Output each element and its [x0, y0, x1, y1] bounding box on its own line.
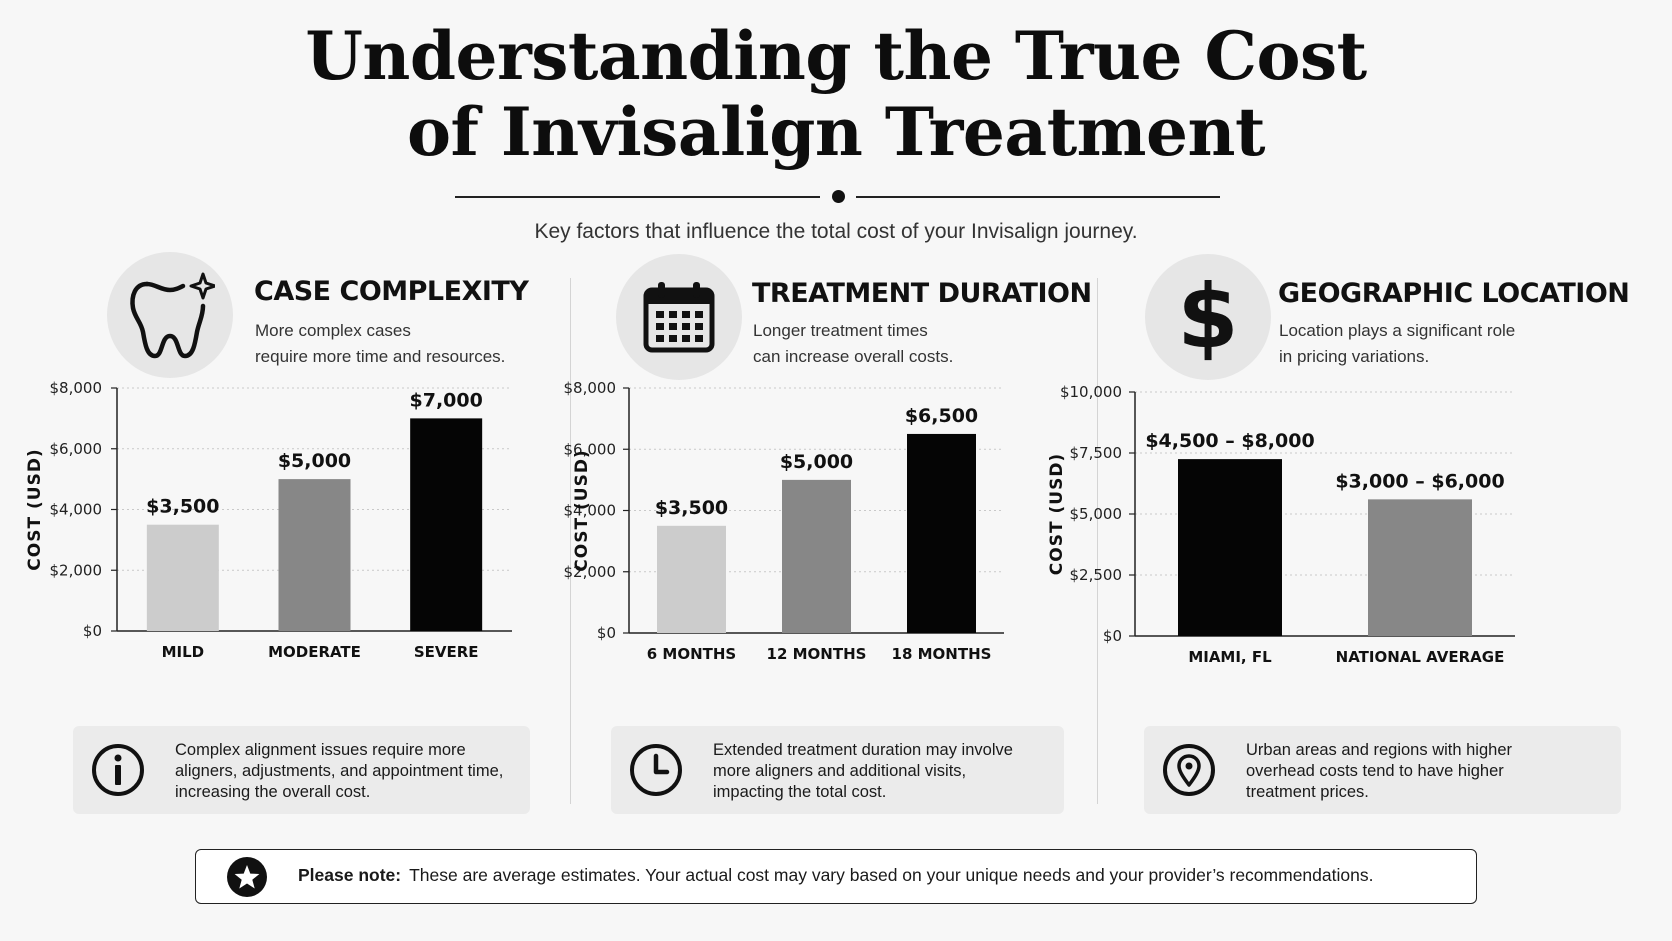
bar — [657, 525, 726, 633]
bar-value-label: $7,000 — [410, 389, 483, 411]
x-tick-label: SEVERE — [414, 643, 479, 661]
info-text-line: Extended treatment duration may involve — [713, 741, 1013, 759]
column-separator — [570, 278, 571, 804]
x-tick-label: NATIONAL AVERAGE — [1336, 648, 1505, 666]
bar — [278, 479, 351, 631]
panel-description-line: require more time and resources. — [255, 347, 506, 366]
bar — [410, 418, 483, 631]
x-tick-label: MIAMI, FL — [1188, 648, 1272, 666]
panel-heading: TREATMENT DURATION — [752, 278, 1092, 309]
x-tick-label: MILD — [162, 643, 205, 661]
geographic-location-chart: $0 $2,500 $5,000 $7,500 $10,000 COST (USD) $4,… — [1047, 383, 1515, 666]
dollar-icon: $ — [1145, 254, 1271, 380]
title-line-1: Understanding the True Cost — [305, 17, 1367, 95]
info-text-line: increasing the overall cost. — [175, 783, 371, 801]
panel-description-line: can increase overall costs. — [753, 347, 954, 366]
panel-description-line: Location plays a significant role — [1279, 321, 1516, 340]
y-tick-label: $0 — [83, 622, 102, 640]
title-line-2: of Invisalign Treatment — [407, 93, 1265, 171]
x-tick-label: 18 MONTHS — [892, 645, 992, 663]
y-tick-label: $4,000 — [564, 502, 617, 520]
calendar-icon — [616, 254, 742, 380]
panel-heading: CASE COMPLEXITY — [254, 276, 529, 307]
bar — [782, 479, 851, 633]
page-subtitle: Key factors that influence the total cos… — [534, 220, 1138, 243]
title-divider-left — [455, 196, 820, 198]
info-text-line: aligners, adjustments, and appointment t… — [175, 762, 504, 780]
y-tick-label: $8,000 — [50, 379, 103, 397]
bar — [146, 524, 219, 631]
column-separator — [1097, 278, 1098, 804]
info-text-line: impacting the total cost. — [713, 783, 887, 801]
y-tick-label: $6,000 — [50, 440, 103, 458]
info-text-line: Urban areas and regions with higher — [1246, 741, 1512, 759]
y-axis-title: COST (USD) — [572, 449, 592, 571]
bar — [907, 433, 976, 633]
y-tick-label: $10,000 — [1060, 383, 1122, 401]
disclaimer-note: Please note: These are average estimates.… — [195, 849, 1477, 904]
info-box: Complex alignment issues require more al… — [73, 726, 530, 814]
info-text: Complex alignment issues require more al… — [175, 740, 525, 803]
bar-value-label: $6,500 — [905, 405, 978, 427]
treatment-duration-chart: $0 $2,000 $4,000 $6,000 $8,000 COST (USD) $3,5… — [564, 379, 1004, 663]
x-tick-label: MODERATE — [268, 643, 361, 661]
info-text-line: overhead costs tend to have higher — [1246, 762, 1504, 780]
bar-value-label: $4,500 – $8,000 — [1145, 430, 1314, 452]
page-title: Understanding the True Cost of Invisalig… — [0, 18, 1672, 170]
y-tick-label: $8,000 — [564, 379, 617, 397]
y-tick-label: $6,000 — [564, 440, 617, 458]
info-text: Urban areas and regions with higher over… — [1246, 740, 1596, 803]
x-tick-label: 6 MONTHS — [647, 645, 736, 663]
y-axis-title: COST (USD) — [25, 448, 45, 570]
case-complexity-chart: $0 $2,000 $4,000 $6,000 $8,000 COST (USD) $3,5… — [25, 379, 512, 661]
note-body: These are average estimates. Your actual… — [409, 865, 1374, 885]
y-tick-label: $4,000 — [50, 501, 103, 519]
title-divider-right — [856, 196, 1220, 198]
info-text-line: Complex alignment issues require more — [175, 741, 466, 759]
panel-description-line: More complex cases — [255, 321, 411, 340]
note-label: Please note: — [298, 865, 402, 885]
y-axis-title: COST (USD) — [1047, 453, 1067, 575]
info-box: Extended treatment duration may involve … — [611, 726, 1064, 814]
bar-value-label: $3,500 — [146, 496, 219, 518]
y-tick-label: $0 — [1103, 627, 1122, 645]
tooth-sparkle-icon — [107, 252, 233, 378]
y-tick-label: $2,000 — [50, 561, 103, 579]
panel-description: Location plays a significant role in pri… — [1279, 318, 1599, 370]
info-icon — [92, 744, 144, 796]
bar-value-label: $3,000 – $6,000 — [1335, 470, 1504, 492]
bar-value-label: $5,000 — [780, 451, 853, 473]
y-tick-label: $0 — [597, 624, 616, 642]
title-divider-dot — [832, 190, 845, 203]
panel-description: More complex cases require more time and… — [255, 318, 575, 370]
bar-value-label: $3,500 — [655, 497, 728, 519]
info-text-line: treatment prices. — [1246, 783, 1369, 801]
note-text: Please note: These are average estimates.… — [298, 865, 1373, 886]
location-pin-icon — [1163, 744, 1215, 796]
y-tick-label: $2,500 — [1070, 566, 1123, 584]
x-tick-label: 12 MONTHS — [767, 645, 867, 663]
clock-icon — [630, 744, 682, 796]
info-box: Urban areas and regions with higher over… — [1144, 726, 1621, 814]
panel-description-line: in pricing variations. — [1279, 347, 1430, 366]
info-text-line: more aligners and additional visits, — [713, 762, 967, 780]
panel-description-line: Longer treatment times — [753, 321, 928, 340]
y-tick-label: $2,000 — [564, 563, 617, 581]
y-tick-label: $5,000 — [1070, 505, 1123, 523]
bar — [1178, 459, 1282, 636]
bar — [1368, 499, 1472, 636]
panel-description: Longer treatment times can increase over… — [753, 318, 1073, 370]
star-icon — [227, 857, 267, 897]
info-text: Extended treatment duration may involve … — [713, 740, 1063, 803]
panel-heading: GEOGRAPHIC LOCATION — [1278, 278, 1630, 309]
bar-value-label: $5,000 — [278, 450, 351, 472]
y-tick-label: $7,500 — [1070, 444, 1123, 462]
